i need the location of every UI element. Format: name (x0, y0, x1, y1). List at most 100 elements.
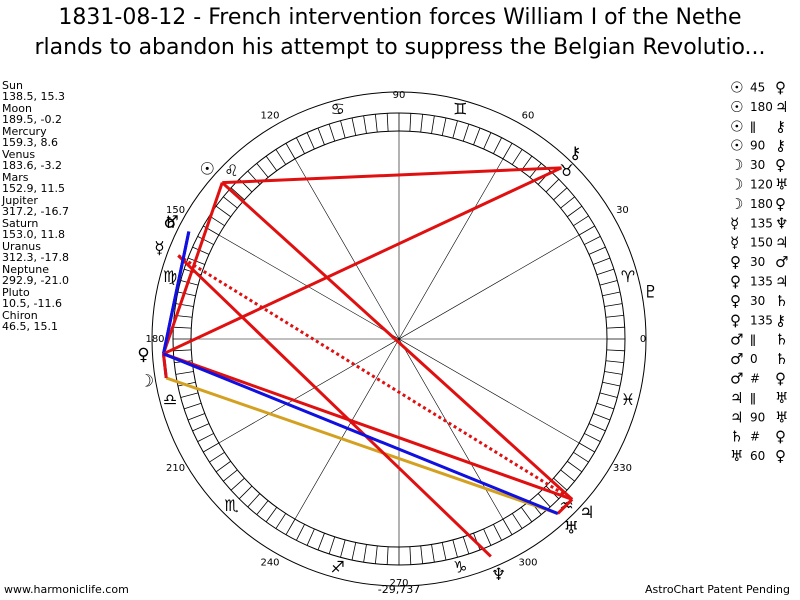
aspect-p2: ♀ (775, 195, 786, 213)
ring-tick (328, 123, 336, 142)
ring-tick (197, 433, 214, 442)
ring-tick (537, 493, 551, 508)
ring-tick (604, 303, 623, 307)
footer-note: AstroChart Patent Pending (645, 583, 790, 596)
ring-tick (409, 546, 412, 565)
ring-tick (599, 280, 618, 286)
degree-label: 30 (616, 205, 629, 216)
ring-tick (599, 392, 618, 398)
degree-label: 270 (389, 578, 408, 589)
title-line: 1831-08-12 - French intervention forces … (58, 5, 741, 30)
planet-coords: 183.6, -3.2 (2, 159, 62, 172)
ring-tick (230, 477, 245, 491)
ring-tick (247, 493, 261, 508)
ring-tick (452, 539, 458, 558)
planet-coords: 189.5, -0.2 (2, 113, 62, 126)
ring-tick (192, 423, 210, 432)
ring-tick (285, 143, 296, 160)
ring-tick (567, 205, 583, 218)
planet-name: Sun (2, 79, 23, 92)
aspect-p2: ⚷ (775, 311, 786, 329)
ring-tick (545, 178, 560, 193)
aspect-type: # (750, 430, 760, 444)
aspect-p1: ♀ (730, 253, 741, 271)
sign-glyph: ♐ (330, 557, 344, 576)
aspect-p1: ♀ (730, 292, 741, 310)
aspect-p1: ☽ (730, 195, 743, 213)
ring-tick (209, 451, 225, 463)
aspect-type: 180 (750, 100, 773, 114)
aspect-p2: ♅ (775, 408, 788, 426)
aspect-p1: ☉ (730, 117, 743, 135)
ring-tick (578, 442, 595, 453)
aspect-type: # (750, 372, 760, 386)
aspect-p2: ♅ (775, 389, 788, 407)
ring-tick (173, 349, 192, 352)
aspect-line (222, 166, 562, 185)
aspect-p1: ♂ (730, 331, 743, 349)
ring-tick (560, 196, 575, 209)
ring-tick (431, 115, 435, 134)
planet-name: Moon (2, 102, 32, 115)
planet-coords: 317.2, -16.7 (2, 205, 69, 218)
planet-name: Venus (2, 148, 35, 161)
ring-tick (588, 423, 606, 432)
aspect-type: 30 (750, 255, 765, 269)
ring-tick (192, 246, 210, 255)
sign-glyph: ♍ (163, 267, 177, 286)
aspect-p2: ♀ (775, 156, 786, 174)
ring-tick (441, 542, 447, 561)
sign-glyph: ♑ (453, 557, 467, 576)
aspect-p2: ♀ (775, 79, 786, 97)
aspect-p1: ♃ (730, 408, 743, 426)
ring-tick (553, 477, 568, 491)
aspect-line (556, 498, 574, 515)
aspect-p2: ♂ (775, 253, 788, 271)
aspect-p1: ☿ (730, 234, 739, 252)
ring-tick (584, 236, 601, 245)
aspect-p2: ♆ (775, 214, 788, 232)
planet-name: Jupiter (1, 194, 38, 207)
ring-tick (180, 392, 199, 398)
aspect-type: ǁ (750, 391, 756, 405)
ring-tick (386, 113, 389, 132)
ring-tick (285, 518, 296, 535)
ring-tick (493, 524, 502, 541)
planet-name: Uranus (2, 240, 41, 253)
ring-tick (215, 205, 231, 218)
ring-tick (173, 326, 192, 329)
ring-tick (363, 544, 367, 563)
planet-coords: 153.0, 11.8 (2, 228, 65, 241)
ring-tick (306, 528, 315, 546)
ring-tick (502, 143, 513, 160)
ring-tick (363, 115, 367, 134)
sign-glyph: ♋ (330, 100, 344, 119)
ring-tick (511, 149, 523, 165)
ring-tick (502, 518, 513, 535)
aspect-type: 30 (750, 158, 765, 172)
planet-coords: 292.9, -21.0 (2, 274, 69, 287)
degree-label: 150 (166, 205, 185, 216)
aspect-type: 60 (750, 449, 765, 463)
planet-coords: 138.5, 15.3 (2, 90, 65, 103)
degree-label: 90 (393, 90, 406, 101)
ring-tick (386, 546, 389, 565)
ring-tick (483, 528, 492, 546)
ring-tick (596, 268, 615, 276)
sign-glyph: ♊ (453, 100, 467, 119)
ring-tick (604, 371, 623, 375)
aspect-p1: ♃ (730, 389, 743, 407)
footer-link[interactable]: www.harmoniclife.com (4, 583, 129, 596)
ring-tick (317, 127, 325, 145)
aspect-p1: ☉ (730, 137, 743, 155)
ring-tick (493, 137, 502, 154)
aspect-type: 45 (750, 81, 765, 95)
ring-tick (238, 485, 253, 500)
ring-tick (175, 371, 194, 375)
ring-tick (230, 187, 245, 201)
aspect-p1: ☽ (730, 156, 743, 174)
ring-tick (265, 507, 278, 523)
planet-glyph: ♃ (579, 503, 594, 523)
planet-glyph: ☿ (154, 239, 164, 259)
ring-tick (215, 460, 231, 473)
